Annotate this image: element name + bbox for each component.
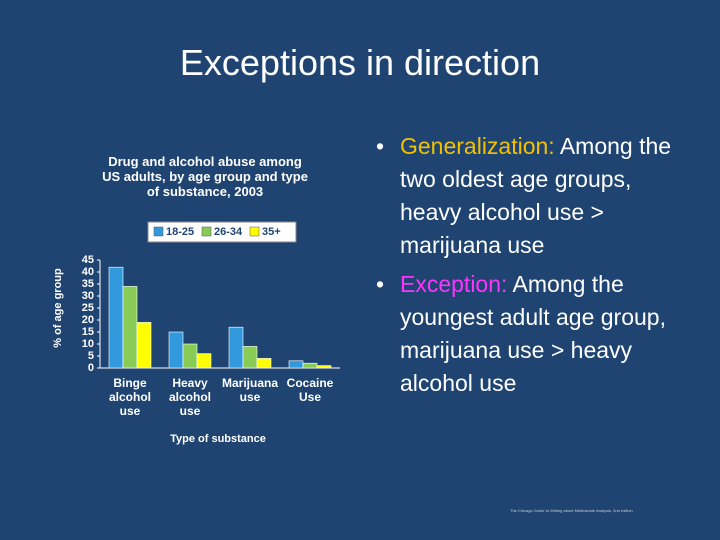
y-tick-label: 30 <box>82 290 94 302</box>
bar <box>168 331 184 369</box>
footnote: The Chicago Guide to Writing about Multi… <box>510 508 633 513</box>
bar <box>182 343 198 369</box>
bar <box>256 358 272 369</box>
legend-label: 35+ <box>262 226 281 238</box>
legend-swatch <box>201 226 212 237</box>
legend-swatch <box>249 226 260 237</box>
bar <box>136 322 152 369</box>
y-tick-label: 0 <box>88 362 94 374</box>
bar <box>242 346 258 369</box>
y-tick-label: 5 <box>88 350 94 362</box>
y-axis-title: % of age group <box>52 268 64 348</box>
legend-label: 18-25 <box>166 226 194 238</box>
bar <box>108 266 124 369</box>
bar <box>228 326 244 369</box>
bar <box>196 353 212 369</box>
legend-swatch <box>153 226 164 237</box>
y-tick-label: 15 <box>82 326 94 338</box>
y-tick-label: 35 <box>82 278 94 290</box>
x-tick-label: Marijuana use <box>221 376 278 404</box>
x-tick-label: Heavy alcohol use <box>168 376 211 418</box>
y-tick-label: 20 <box>82 314 94 326</box>
x-axis-title: Type of substance <box>170 433 266 445</box>
y-tick-label: 45 <box>82 254 94 266</box>
bar <box>316 365 332 369</box>
bar <box>302 362 318 369</box>
legend: 18-25 26-34 35+ <box>147 221 297 243</box>
bullet: Generalization: Among the two oldest age… <box>372 130 672 262</box>
bar <box>122 286 138 369</box>
bullet-label: Generalization: <box>400 133 555 159</box>
bullet-list: Generalization: Among the two oldest age… <box>372 130 672 406</box>
y-tick-label: 25 <box>82 302 94 314</box>
bullet-label: Exception: <box>400 271 508 297</box>
bar <box>288 360 304 369</box>
bullet-text: Among the two oldest age groups, heavy a… <box>400 133 672 258</box>
legend-label: 26-34 <box>214 226 243 238</box>
bullet-text: Among the youngest adult age group, mari… <box>400 271 666 396</box>
x-tick-label: Cocaine Use <box>286 376 334 404</box>
y-tick-label: 40 <box>82 266 94 278</box>
slide-title: Exceptions in direction <box>179 42 541 83</box>
x-tick-label: Binge alcohol use <box>108 376 151 418</box>
bullet: Exception: Among the youngest adult age … <box>372 268 672 400</box>
chart-title: Drug and alcohol abuse among US adults, … <box>102 154 308 199</box>
y-tick-label: 10 <box>82 338 94 350</box>
